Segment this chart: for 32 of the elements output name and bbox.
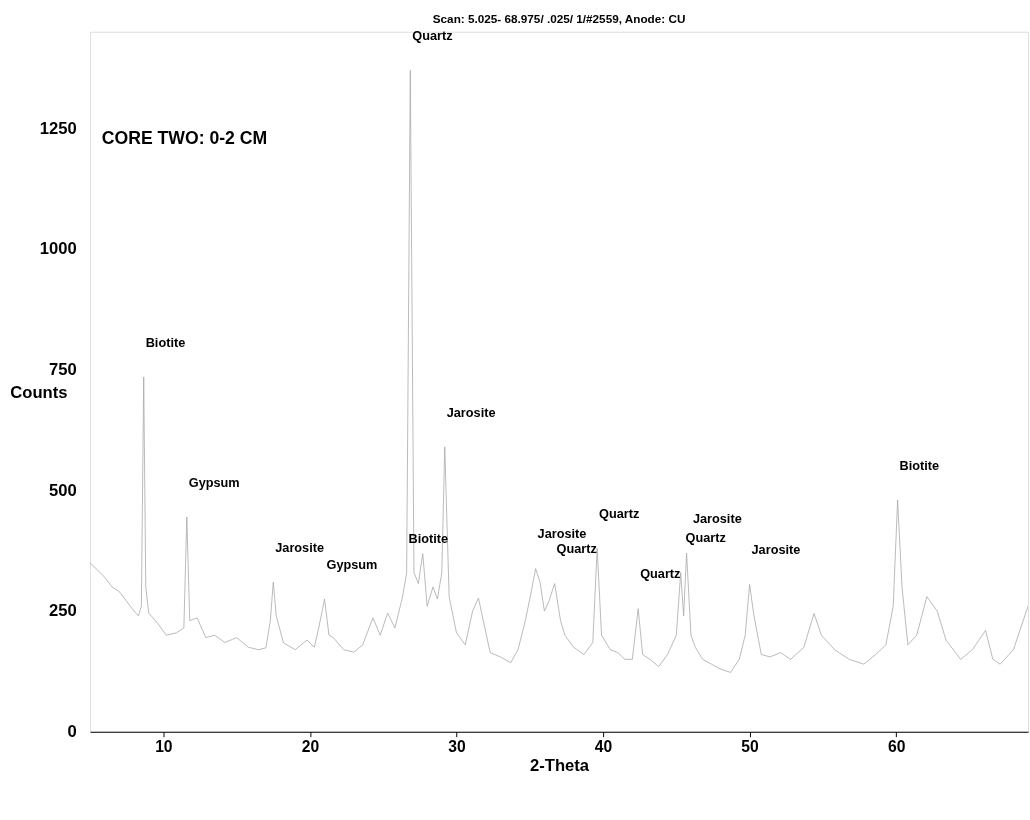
annotation: Quartz: [556, 541, 597, 557]
y-tick-label: 250: [49, 601, 77, 621]
x-axis-title: 2-Theta: [529, 756, 590, 776]
y-tick-label: 0: [67, 722, 77, 742]
x-tick-label: 40: [594, 737, 613, 755]
y-axis-title: Counts: [10, 383, 68, 403]
y-tick-label: 500: [49, 480, 77, 500]
x-tick-label: 30: [448, 737, 466, 755]
annotation: Gypsum: [326, 556, 378, 572]
annotation: Biotite: [899, 457, 940, 473]
annotation: Jarosite: [751, 542, 801, 558]
x-tick-label: 50: [741, 737, 760, 755]
annotation: Biotite: [408, 531, 449, 547]
chart-title: Scan: 5.025- 68.975/ .025/ 1/#2559, Anode: CU: [432, 12, 686, 26]
x-tick-label: 20: [301, 737, 320, 755]
annotation: Quartz: [685, 530, 726, 546]
annotation: Biotite: [145, 334, 186, 350]
annotation: Quartz: [599, 505, 640, 521]
x-tick-label: 10: [155, 737, 173, 755]
annotation: Gypsum: [188, 474, 240, 490]
annotation: Jarosite: [446, 404, 496, 420]
annotation: Jarosite: [537, 526, 587, 542]
annotation: Quartz: [412, 28, 453, 43]
y-tick-label: 750: [49, 360, 77, 380]
annotation: Jarosite: [275, 539, 325, 555]
annotation: CORE TWO: 0-2 CM: [101, 128, 268, 149]
y-tick-label: 1250: [39, 118, 77, 138]
line-series: [90, 69, 1029, 673]
annotation: Quartz: [640, 566, 681, 582]
y-tick-label: 1000: [39, 239, 77, 259]
annotation: Jarosite: [692, 510, 742, 526]
x-tick-label: 60: [887, 737, 906, 755]
